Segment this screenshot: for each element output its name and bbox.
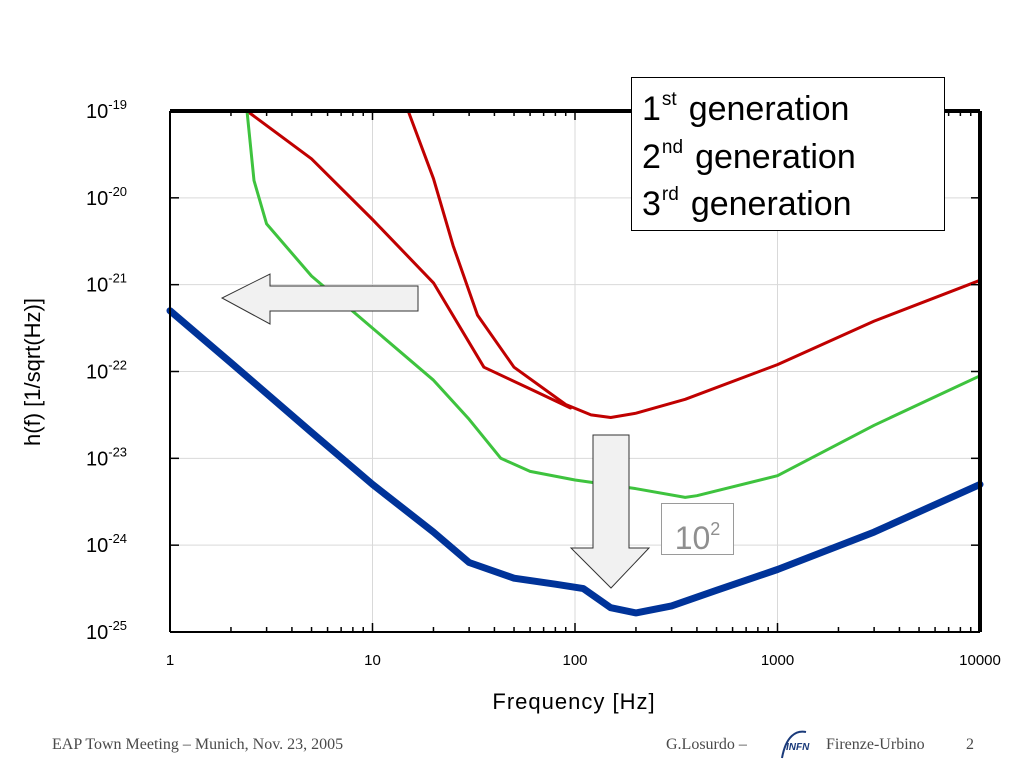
x-tick-label: 1 [166,652,174,669]
y-tick-exponent: -21 [108,271,127,286]
legend-sup: nd [661,137,684,158]
left-arrow-annotation [220,273,419,325]
down-arrow-annotation [569,434,651,589]
infn-logo: INFN [781,730,810,759]
legend-text: generation [688,90,850,128]
x-tick-label: 1000 [761,652,794,669]
y-tick-exponent: -25 [108,618,127,633]
footer-left: EAP Town Meeting – Munich, Nov. 23, 2005 [52,736,344,753]
legend-text: generation [690,185,852,223]
y-axis-label: h(f) [1/sqrt(Hz)] [20,298,45,446]
legend-entry-2nd: 2nd generation [642,138,856,174]
svg-text:INFN: INFN [786,742,810,753]
legend-num: 1 [642,90,661,128]
legend-sup: st [661,89,677,110]
y-tick-label: 10-21 [86,271,127,297]
legend-sup: rd [661,184,679,205]
annotations [220,273,651,589]
x-axis-label: Frequency [Hz] [492,689,655,714]
series-line-3 [166,307,984,617]
y-tick-label: 10-25 [86,618,127,644]
legend-num: 2 [642,138,661,176]
series-line-2 [245,109,982,499]
legend-entry-3rd: 3rd generation [642,185,852,221]
series-line-1 [245,109,572,410]
factor-exponent: 2 [710,519,721,539]
footer-author: G.Losurdo – [666,736,747,753]
legend-entry-1st: 1st generation [642,90,849,126]
y-tick-exponent: -23 [108,444,127,459]
legend-num: 3 [642,185,661,223]
x-tick-label: 100 [562,652,587,669]
y-tick-exponent: -19 [108,97,127,112]
legend-text: generation [695,138,856,176]
page-number: 2 [966,736,974,753]
y-tick-exponent: -22 [108,358,127,373]
y-tick-label: 10-22 [86,358,127,384]
axis-labels: Frequency [Hz] h(f) [1/sqrt(Hz)] [20,298,655,714]
footer-affiliation: Firenze-Urbino [826,736,925,753]
series-layer [166,109,984,617]
factor-base: 10 [674,520,711,556]
legend: 1st generation 2nd generation 3rd generatio… [631,77,945,231]
factor-label-box: 102 [661,503,734,556]
x-tick-label: 10000 [959,652,1001,669]
y-tick-label: 10-20 [86,184,127,210]
y-tick-label: 10-24 [86,531,127,557]
y-tick-label: 10-19 [86,97,127,123]
y-tick-exponent: -24 [108,531,127,546]
series-line-1 [406,109,982,419]
x-tick-label: 10 [364,652,381,669]
y-tick-exponent: -20 [108,184,127,199]
y-tick-label: 10-23 [86,444,127,470]
